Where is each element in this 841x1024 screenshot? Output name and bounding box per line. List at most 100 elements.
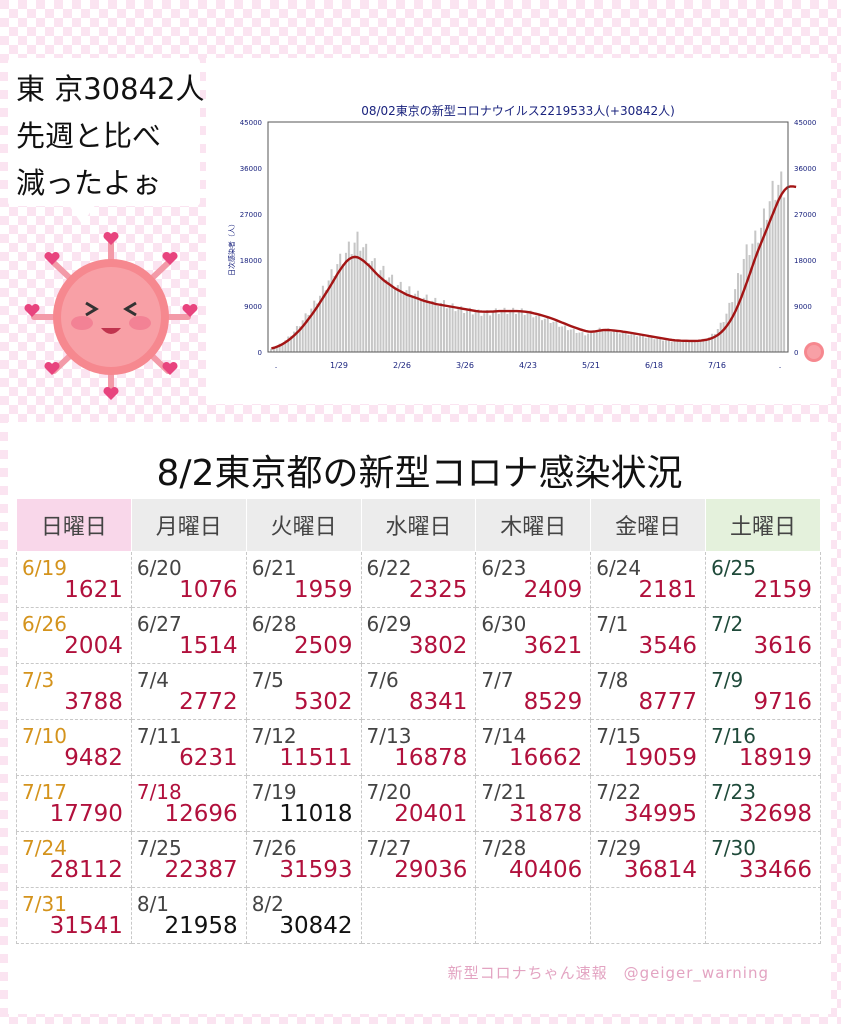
cell-count: 11511 (279, 745, 353, 771)
chart-bar (287, 336, 290, 352)
chart-bar (419, 300, 422, 352)
cell-date: 8/2 (251, 892, 284, 916)
calendar-cell: 7/14 16662 (475, 719, 592, 776)
chart-bar (532, 317, 535, 352)
chart-bar (754, 230, 757, 352)
cell-count: 22387 (164, 857, 238, 883)
chart-bar (333, 275, 336, 352)
chart-bar (330, 269, 333, 352)
bubble-line-1: 東 京30842人 (16, 72, 205, 106)
chart-bar (621, 332, 624, 352)
chart-bar (365, 243, 368, 352)
chart-bar (506, 313, 509, 352)
calendar-cell: 7/21 31878 (475, 775, 592, 832)
credit-label: 新型コロナちゃん速報 @geiger_warning (447, 964, 769, 982)
chart-bar (610, 332, 613, 352)
case-chart: 08/02東京の新型コロナウイルス2219533人(+30842人) 日次感染者… (227, 103, 824, 370)
chart-bar (751, 243, 754, 352)
calendar-cell: 6/29 3802 (360, 607, 477, 664)
chart-bar (319, 295, 322, 352)
chart-bar (558, 326, 561, 352)
chart-bar (564, 325, 567, 352)
chart-bar (301, 320, 304, 352)
calendar-cell: 7/23 32698 (705, 775, 821, 832)
calendar-week-row: 7/17 17790 7/18 12696 7/19 11018 7/20 20401 7/21… (16, 775, 821, 832)
chart-bar (685, 340, 688, 352)
weekday-header: 木曜日 (475, 498, 592, 552)
cell-date: 6/30 (481, 612, 527, 636)
chart-bar (552, 321, 555, 352)
chart-bar (512, 307, 515, 352)
cell-date: 7/28 (481, 836, 527, 860)
chart-bar (555, 321, 558, 352)
cell-date: 7/23 (711, 780, 756, 804)
bubble-tail (68, 204, 96, 224)
chart-bar (676, 340, 679, 352)
chart-bar (659, 338, 662, 352)
cell-date: 7/3 (22, 668, 55, 692)
chart-bar (339, 253, 342, 352)
chart-bar (474, 312, 477, 352)
cell-count: 12696 (164, 801, 238, 827)
cell-count: 31878 (509, 801, 583, 827)
cell-date: 6/25 (711, 556, 756, 580)
calendar-cell (705, 887, 821, 944)
cell-count: 3788 (64, 689, 123, 715)
cell-date: 7/1 (596, 612, 629, 636)
calendar-cell: 8/2 30842 (245, 887, 362, 944)
mini-mascot-icon (804, 342, 824, 362)
calendar-week-row: 7/10 9482 7/11 6231 7/12 11511 7/13 16878 7/14 16… (16, 719, 821, 776)
chart-bar (627, 334, 630, 352)
calendar-week-row: 6/26 2004 6/27 1514 6/28 2509 6/29 3802 6/30 3621… (16, 607, 821, 664)
cell-count: 6231 (179, 745, 238, 771)
chart-bar (780, 171, 783, 352)
chart-bar (379, 270, 382, 352)
cell-count: 16878 (394, 745, 468, 771)
chart-bar (771, 180, 774, 352)
cell-count: 5302 (293, 689, 353, 715)
chart-bar (431, 300, 434, 352)
cell-count: 1514 (179, 633, 238, 659)
cell-date: 6/21 (251, 556, 297, 580)
calendar-cell: 6/25 2159 (705, 551, 821, 608)
chart-bar (460, 306, 463, 352)
cell-count: 17790 (49, 801, 123, 827)
calendar-cell: 6/19 1621 (16, 551, 132, 608)
cell-date: 7/11 (136, 724, 182, 748)
cell-count: 1621 (64, 577, 123, 603)
calendar-cell: 7/22 34995 (590, 775, 707, 832)
chart-bar (272, 347, 275, 352)
calendar-week-row: 7/31 31541 8/1 21958 8/2 30842 (16, 887, 821, 944)
chart-bar (624, 331, 627, 352)
chart-bar (765, 219, 768, 352)
chart-bar (500, 311, 503, 352)
calendar-cell: 7/9 9716 (705, 663, 821, 720)
plot-frame (267, 121, 789, 353)
cell-date: 7/16 (711, 724, 756, 748)
chart-bar (682, 341, 685, 352)
mini-mascot-face (807, 345, 821, 359)
cell-date: 6/19 (22, 556, 67, 580)
chart-bar (454, 311, 457, 352)
chart-bar (667, 339, 670, 352)
calendar-cell: 7/13 16878 (360, 719, 477, 776)
calendar-cell: 7/27 29036 (360, 831, 477, 888)
chart-bar (607, 328, 610, 352)
chart-bar (543, 318, 546, 352)
y-tick-label-right: 27000 (794, 211, 816, 219)
chart-bar (641, 334, 644, 352)
cell-date: 7/13 (366, 724, 412, 748)
chart-bar (705, 339, 708, 352)
chart-bar (503, 307, 506, 352)
chart-bar (745, 244, 748, 352)
cell-date: 6/27 (136, 612, 182, 636)
chart-title: 08/02東京の新型コロナウイルス2219533人(+30842人) (361, 103, 675, 118)
chart-bar (572, 328, 575, 352)
calendar-cell: 7/6 8341 (360, 663, 477, 720)
weekday-header: 金曜日 (590, 498, 707, 552)
x-tick-label: 2/26 (393, 361, 411, 370)
chart-bar (422, 297, 425, 352)
cell-date: 7/20 (366, 780, 412, 804)
chart-bar (656, 338, 659, 352)
chart-bar (523, 314, 526, 352)
